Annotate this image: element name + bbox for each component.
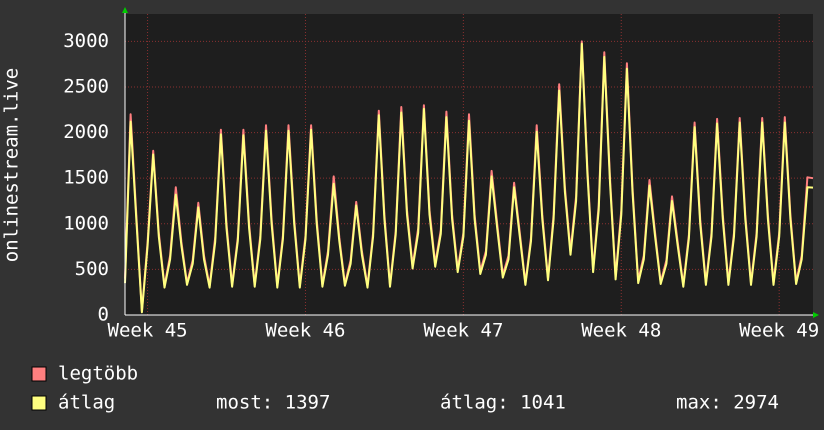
x-tick-label: Week 48 — [581, 320, 661, 342]
series-line — [124, 42, 814, 314]
y-tick-label: 1000 — [63, 212, 109, 234]
legend-label: átlag — [58, 392, 115, 414]
x-tick-label: Week 45 — [108, 320, 188, 342]
plot-area — [125, 14, 813, 315]
y-tick-label: 0 — [98, 304, 109, 326]
y-tick-label: 3000 — [63, 30, 109, 52]
x-tick-label: Week 49 — [739, 320, 819, 342]
y-tick-label: 2500 — [63, 75, 109, 97]
y-tick-label: 500 — [75, 258, 109, 280]
x-arrow — [813, 312, 819, 318]
x-tick-label: Week 46 — [265, 320, 345, 342]
y-axis-label: onlinestream.live — [1, 68, 23, 262]
legend-label: legtöbb — [58, 363, 138, 385]
legend-swatch — [31, 395, 47, 411]
stat-label: max: 2974 — [676, 392, 779, 414]
stat-label: most: 1397 — [216, 392, 330, 414]
x-tick-label: Week 47 — [423, 320, 503, 342]
stat-label: átlag: 1041 — [440, 392, 566, 414]
y-tick-label: 2000 — [63, 121, 109, 143]
legend: legtöbb átlag most: 1397 átlag: 1041 max: 29… — [31, 363, 779, 414]
legend-swatch — [31, 366, 47, 382]
y-arrow — [122, 7, 128, 13]
y-tick-label: 1500 — [63, 167, 109, 189]
